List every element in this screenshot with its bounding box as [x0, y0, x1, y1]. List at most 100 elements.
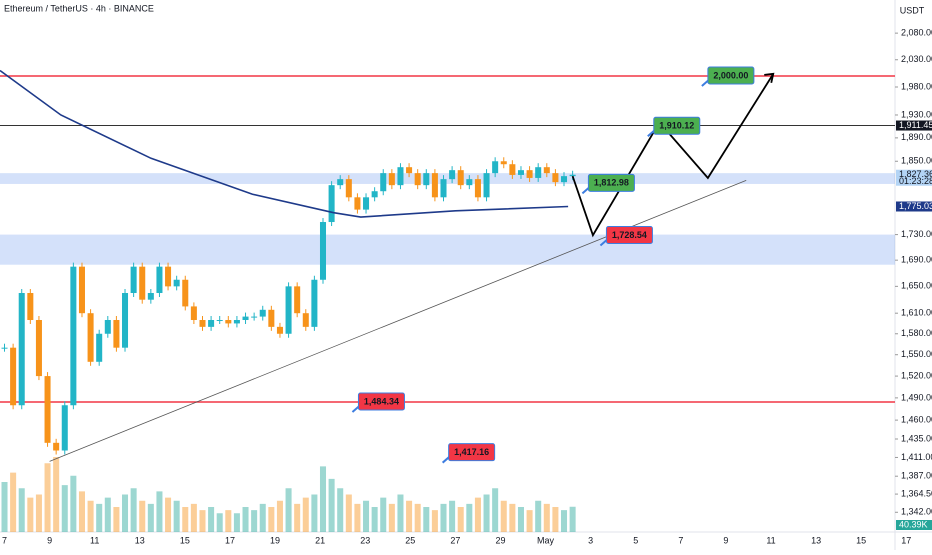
candle	[182, 279, 189, 307]
candle	[500, 161, 507, 165]
x-tick-label: 3	[588, 535, 593, 545]
price-label: 2,000.00	[713, 70, 748, 80]
price-label-box	[448, 443, 496, 462]
candle	[139, 266, 146, 300]
candle	[345, 179, 352, 198]
x-tick-label: 13	[811, 535, 821, 545]
price-badge-text: 1,827.36	[899, 169, 932, 179]
volume-bar	[10, 472, 17, 532]
candle	[302, 313, 309, 327]
volume-bar	[44, 463, 51, 532]
volume-bar	[492, 488, 499, 532]
candle	[242, 316, 249, 321]
candle	[53, 442, 60, 451]
candle	[259, 309, 266, 317]
candle	[1, 347, 8, 349]
y-tick-label: 1,850.00	[901, 156, 932, 166]
price-label-box	[357, 392, 405, 411]
volume-bar	[268, 507, 275, 532]
x-tick-label: 15	[180, 535, 190, 545]
x-tick-label: 17	[901, 535, 911, 545]
price-label-box	[587, 173, 635, 192]
volume-bar	[233, 513, 240, 532]
volume-bar	[139, 500, 146, 532]
x-tick-label: 13	[135, 535, 145, 545]
volume-bar	[397, 494, 404, 532]
volume-bar	[569, 506, 576, 532]
volume-bar	[96, 503, 103, 532]
volume-bar	[440, 503, 447, 532]
price-label-box	[653, 116, 701, 135]
candle	[35, 320, 42, 377]
y-tick-label: 1,342.00	[901, 507, 932, 517]
candle	[569, 174, 576, 177]
candle	[337, 179, 344, 186]
candle	[449, 170, 456, 180]
candle	[173, 279, 180, 287]
candle	[543, 167, 550, 174]
y-tick-label: 1,460.00	[901, 414, 932, 424]
candle	[354, 197, 361, 210]
projection-arrow	[764, 72, 775, 84]
volume-bar	[543, 503, 550, 532]
candle	[380, 173, 387, 192]
candle	[552, 173, 559, 183]
candle	[156, 266, 163, 294]
y-tick-label: 1,580.00	[901, 328, 932, 338]
x-tick-label: 9	[47, 535, 52, 545]
candle	[535, 167, 542, 178]
y-tick-label: 1,387.00	[901, 471, 932, 481]
volume-bar	[500, 500, 507, 532]
candle	[328, 185, 335, 223]
x-tick-label: 17	[225, 535, 235, 545]
volume-bar	[517, 507, 524, 532]
volume-bar	[371, 507, 378, 532]
currency: USDT	[900, 5, 925, 15]
x-tick-label: 19	[270, 535, 280, 545]
volume-badge-box	[896, 520, 932, 530]
candle	[44, 376, 51, 443]
candle	[190, 306, 197, 321]
candle	[483, 173, 490, 198]
volume-bar	[130, 488, 137, 532]
price-label: 1,812.98	[594, 178, 629, 188]
candle	[311, 279, 318, 327]
candle	[474, 179, 481, 198]
volume-bar	[449, 500, 456, 532]
moving-average	[0, 69, 569, 218]
volume-bar	[1, 482, 8, 532]
volume-bar	[18, 488, 25, 532]
candle	[294, 286, 301, 314]
candle	[225, 320, 232, 324]
candle	[406, 167, 413, 174]
candle	[251, 316, 258, 318]
x-tick-label: 29	[495, 535, 505, 545]
candle	[10, 347, 17, 406]
x-tick-label: 9	[723, 535, 728, 545]
x-tick-label: 27	[450, 535, 460, 545]
volume-bar	[156, 491, 163, 532]
y-tick-label: 1,411.00	[901, 452, 932, 462]
x-tick-label: 5	[633, 535, 638, 545]
volume-bar	[276, 500, 283, 532]
volume-bar	[431, 510, 438, 532]
volume-bar	[53, 457, 60, 532]
volume-bar	[474, 497, 481, 532]
candle	[423, 173, 430, 186]
y-tick-label: 1,930.00	[901, 109, 932, 119]
price-label: 1,728.54	[612, 230, 647, 240]
volume-bar	[414, 503, 421, 532]
volume-bar	[509, 503, 516, 532]
volume-bar	[294, 503, 301, 532]
volume-bar	[388, 503, 395, 532]
volume-bar	[535, 500, 542, 532]
volume-bar	[423, 507, 430, 532]
volume-bar	[208, 507, 215, 532]
volume-bar	[35, 494, 42, 532]
candle	[517, 170, 524, 175]
countdown: 01:23:28	[899, 176, 932, 186]
volume-bar	[363, 500, 370, 532]
candle	[61, 405, 68, 451]
candle	[87, 313, 94, 362]
